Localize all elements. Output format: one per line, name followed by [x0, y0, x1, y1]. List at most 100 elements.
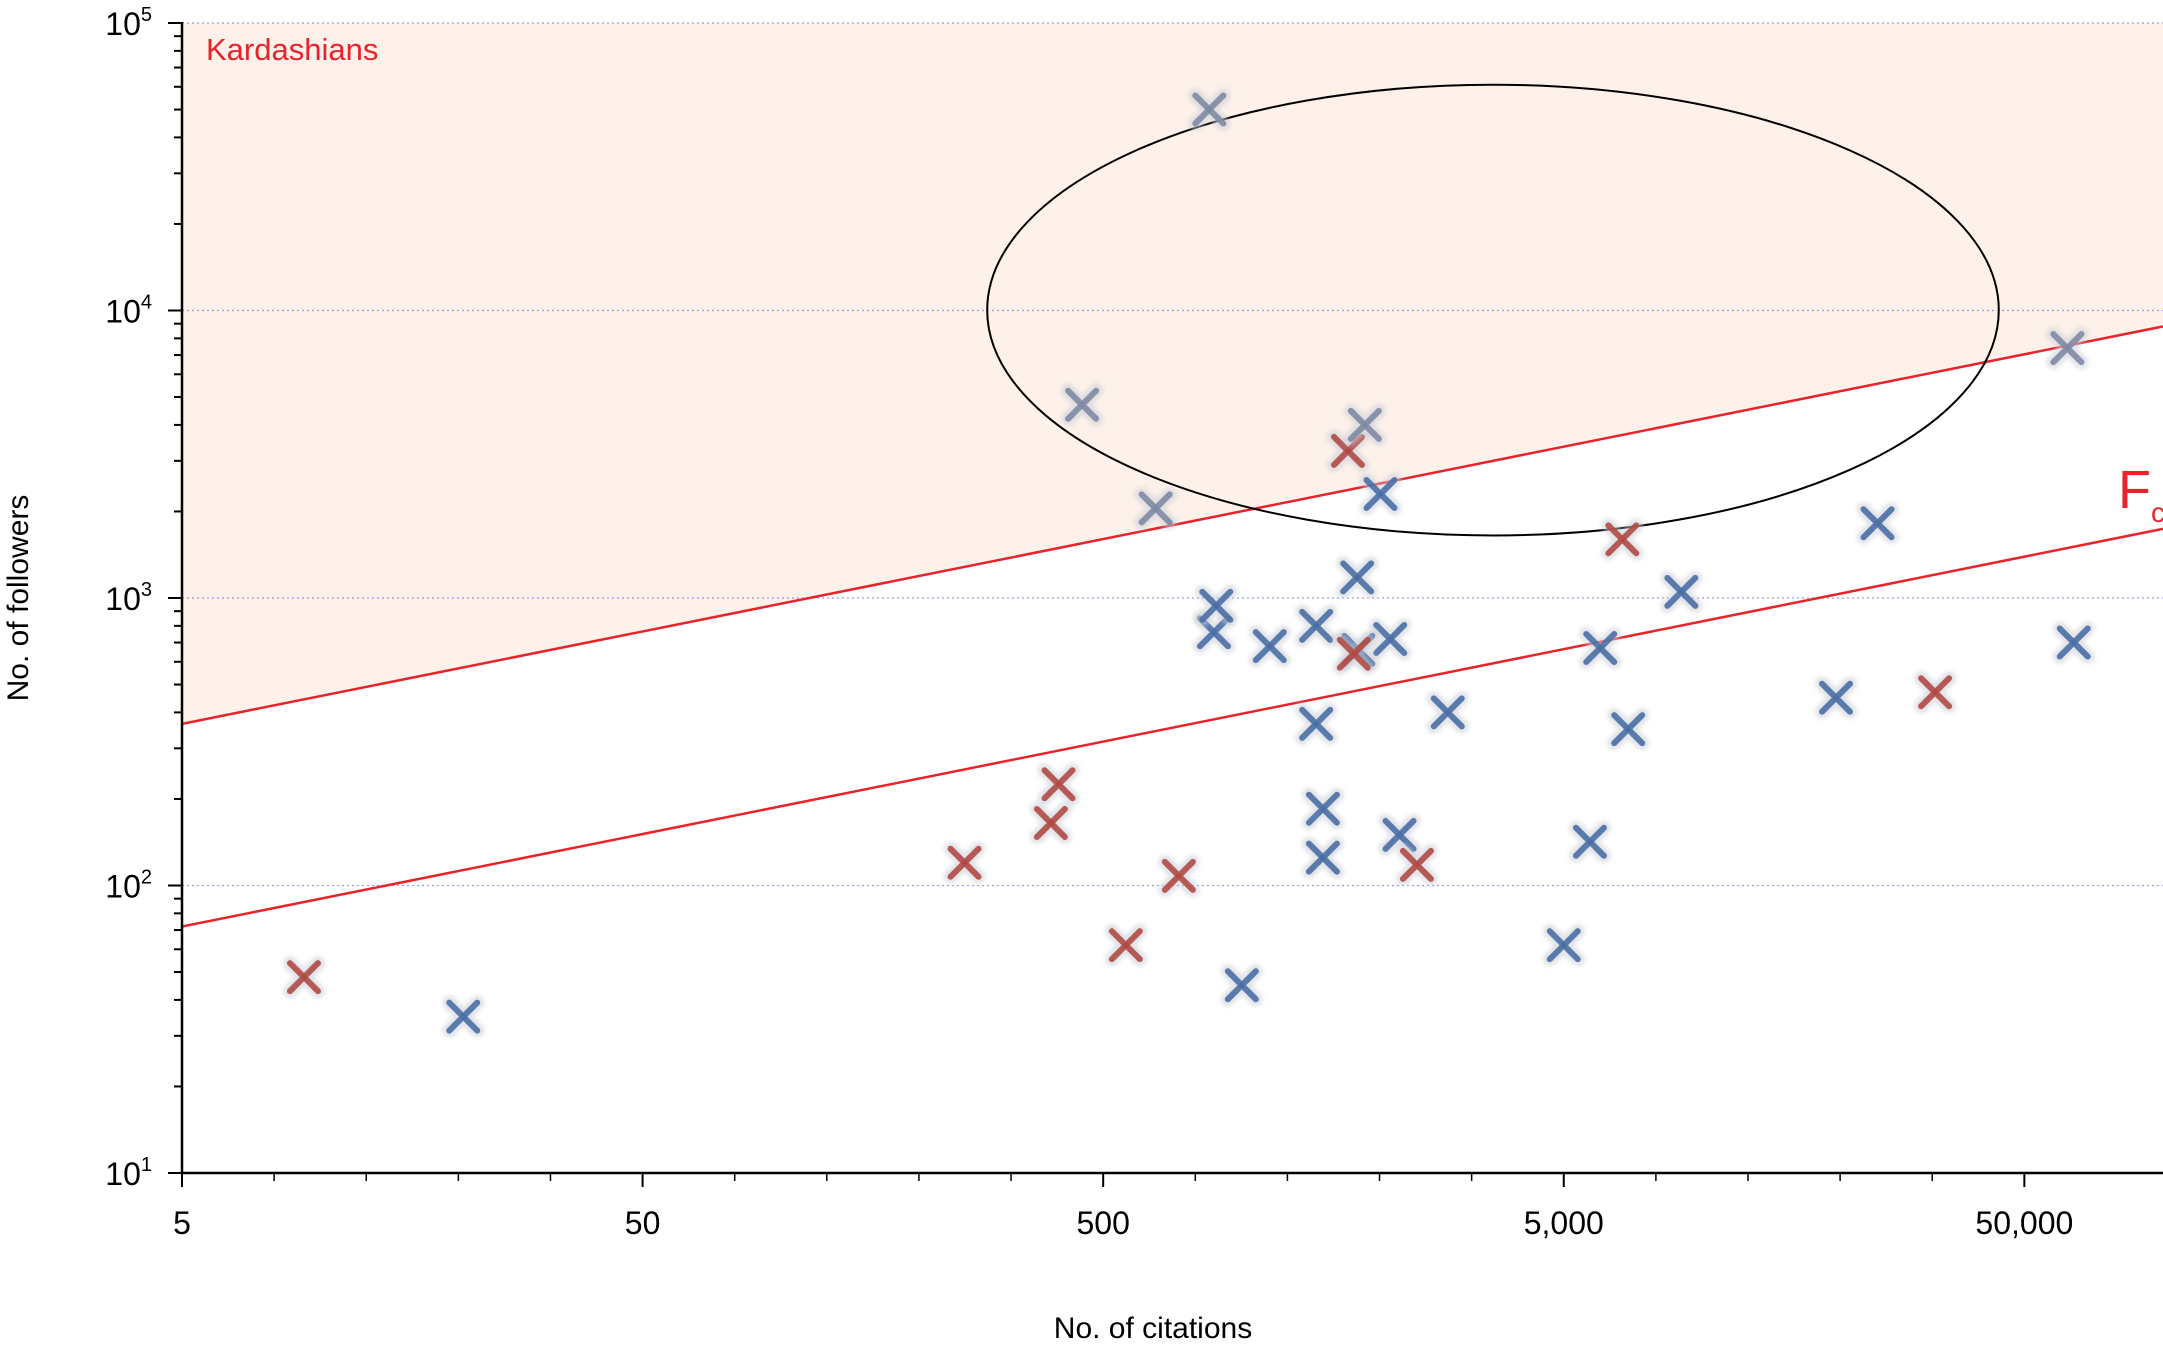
marker-center — [1055, 781, 1062, 788]
data-point-gray — [1134, 487, 1177, 530]
y-tick-label: 102 — [105, 867, 152, 905]
data-point-gray — [1343, 403, 1386, 446]
marker-center — [1210, 629, 1217, 636]
y-tick-label: 105 — [105, 4, 152, 42]
fc-label-main: F — [2118, 460, 2151, 520]
y-tick-label: 103 — [105, 579, 152, 617]
x-tick-label: 50 — [625, 1205, 661, 1241]
marker-center — [1047, 819, 1054, 826]
x-axis-title: No. of citations — [1054, 1312, 1252, 1345]
y-tick-label-base: 10 — [105, 6, 141, 42]
marker-center — [1213, 602, 1220, 609]
data-point-red — [1601, 518, 1644, 561]
x-tick-label: 500 — [1076, 1205, 1129, 1241]
marker-center — [1238, 982, 1245, 989]
data-point-red — [1395, 843, 1438, 886]
y-tick-label: 104 — [105, 292, 152, 330]
data-point-blue — [1295, 604, 1338, 647]
data-point-red — [1104, 924, 1147, 967]
data-markers — [282, 88, 2095, 1038]
data-point-red — [1029, 801, 1072, 844]
x-tick-label: 5 — [173, 1205, 191, 1241]
marker-center — [1387, 636, 1394, 643]
marker-center — [2064, 345, 2071, 352]
data-point-red — [1037, 763, 1080, 806]
marker-center — [1122, 942, 1129, 949]
data-point-blue — [1301, 787, 1344, 830]
marker-center — [1350, 650, 1357, 657]
fc-label-sub: c — [2151, 497, 2163, 528]
marker-center — [1444, 709, 1451, 716]
marker-center — [1377, 491, 1384, 498]
data-point-blue — [1607, 708, 1650, 751]
data-point-gray — [1061, 383, 1104, 426]
marker-center — [1832, 694, 1839, 701]
marker-center — [1874, 520, 1881, 527]
marker-center — [1313, 622, 1320, 629]
plot-area — [182, 22, 2163, 1173]
data-point-blue — [1568, 820, 1611, 863]
y-tick-label-exp: 4 — [141, 292, 152, 314]
marker-center — [1586, 838, 1593, 845]
marker-center — [1932, 689, 1939, 696]
data-point-blue — [1295, 702, 1338, 745]
kardashians-region — [182, 23, 2163, 724]
marker-center — [1319, 805, 1326, 812]
marker-center — [1206, 106, 1213, 113]
data-point-red — [943, 841, 986, 884]
data-point-blue — [1369, 618, 1412, 661]
marker-center — [2070, 639, 2077, 646]
data-point-blue — [1248, 625, 1291, 668]
data-point-blue — [1542, 924, 1585, 967]
data-point-blue — [1195, 584, 1238, 627]
marker-center — [1396, 831, 1403, 838]
y-tick-label-base: 10 — [105, 1156, 141, 1192]
y-tick-label-base: 10 — [105, 294, 141, 330]
y-tick-label-base: 10 — [105, 869, 141, 905]
data-point-red — [282, 956, 325, 999]
marker-center — [1678, 588, 1685, 595]
data-point-blue — [442, 995, 485, 1038]
data-point-blue — [1856, 502, 1899, 545]
y-tick-label-exp: 1 — [141, 1154, 152, 1176]
marker-center — [1361, 421, 1368, 428]
y-axis-title: No. of followers — [2, 495, 35, 702]
data-point-blue — [1579, 627, 1622, 670]
marker-center — [1313, 720, 1320, 727]
data-point-blue — [1814, 676, 1857, 719]
marker-center — [1354, 574, 1361, 581]
fc-line — [182, 527, 2163, 928]
x-tick-label: 50,000 — [1975, 1205, 2073, 1241]
data-point-blue — [1220, 964, 1263, 1007]
marker-center — [1175, 872, 1182, 879]
kardashians-label: Kardashians — [206, 32, 378, 67]
marker-center — [1560, 942, 1567, 949]
data-point-blue — [1359, 473, 1402, 516]
marker-center — [1266, 643, 1273, 650]
marker-center — [1079, 401, 1086, 408]
data-point-gray — [1188, 88, 1231, 131]
data-point-gray — [2046, 327, 2089, 370]
y-tick-label-exp: 5 — [141, 4, 152, 26]
data-point-blue — [1426, 691, 1469, 734]
y-tick-label: 101 — [105, 1154, 152, 1192]
marker-center — [300, 974, 307, 981]
marker-center — [1344, 447, 1351, 454]
data-point-red — [1157, 854, 1200, 897]
data-point-blue — [1301, 836, 1344, 879]
marker-center — [1625, 726, 1632, 733]
marker-center — [1319, 854, 1326, 861]
marker-center — [460, 1013, 467, 1020]
data-point-blue — [1336, 556, 1379, 599]
y-tick-label-exp: 2 — [141, 867, 152, 889]
highlight-ellipse — [986, 83, 2000, 537]
marker-center — [961, 859, 968, 866]
fc-label: Fc — [2118, 460, 2163, 528]
y-tick-label-exp: 3 — [141, 579, 152, 601]
marker-center — [1597, 645, 1604, 652]
marker-center — [1413, 861, 1420, 868]
marker-center — [1152, 505, 1159, 512]
data-point-blue — [2052, 621, 2095, 664]
